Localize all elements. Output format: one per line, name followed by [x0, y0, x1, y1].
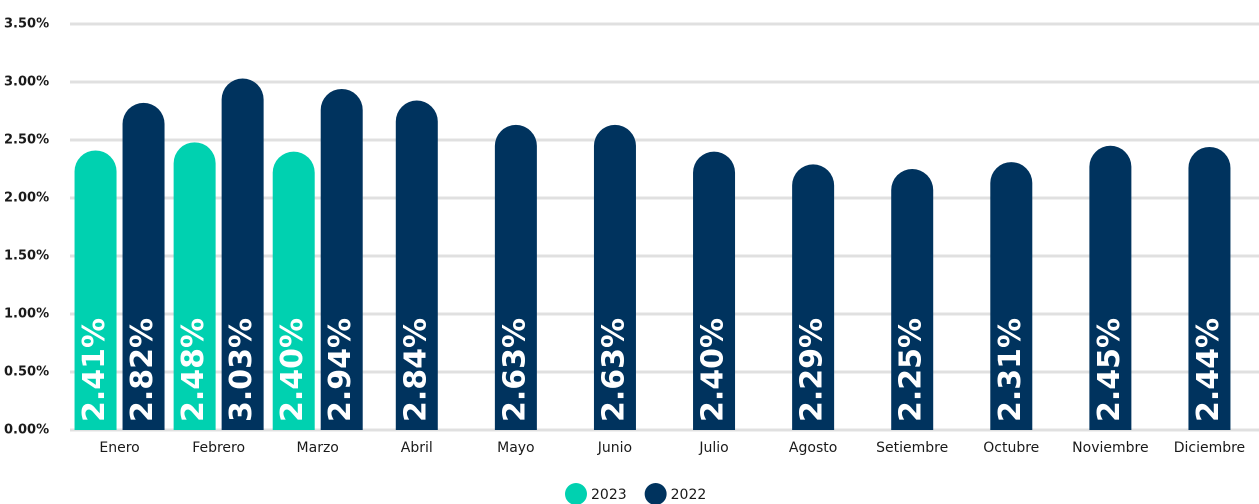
- value-label: 2.25%: [894, 318, 929, 422]
- bar: [593, 124, 636, 430]
- x-tick-label: Octubre: [983, 440, 1039, 456]
- y-tick-label: 0.50%: [4, 365, 49, 380]
- value-label: 2.29%: [795, 318, 830, 422]
- bar: [1089, 145, 1132, 431]
- x-tick-label: Diciembre: [1174, 440, 1245, 456]
- y-tick-label: 2.50%: [4, 133, 49, 148]
- value-label: 2.48%: [176, 318, 211, 422]
- bar: [320, 88, 363, 431]
- bar: [792, 164, 835, 431]
- x-tick-label: Mayo: [497, 440, 535, 456]
- bar: [221, 78, 264, 431]
- bar: [990, 162, 1033, 431]
- legend-swatch: [644, 483, 667, 504]
- bar: [891, 169, 934, 430]
- y-tick-label: 3.00%: [4, 75, 49, 90]
- y-tick-label: 1.00%: [4, 307, 49, 322]
- bar: [693, 151, 736, 430]
- value-label: 3.03%: [224, 318, 259, 422]
- bar: [1188, 146, 1231, 430]
- bar: [395, 100, 438, 430]
- legend-label: 2022: [671, 487, 707, 503]
- legend-label: 2023: [591, 487, 627, 503]
- value-label: 2.45%: [1092, 318, 1127, 422]
- value-label: 2.31%: [993, 318, 1028, 422]
- value-label: 2.82%: [125, 318, 160, 422]
- x-tick-label: Abril: [401, 440, 433, 456]
- x-tick-label: Junio: [597, 440, 632, 456]
- value-label: 2.63%: [596, 318, 631, 422]
- x-tick-label: Enero: [99, 440, 139, 456]
- x-tick-label: Julio: [698, 440, 728, 456]
- bar: [272, 151, 315, 430]
- bar: [494, 124, 537, 430]
- value-label: 2.94%: [323, 318, 358, 422]
- value-label: 2.84%: [398, 318, 433, 422]
- value-label: 2.63%: [497, 318, 532, 422]
- value-label: 2.40%: [696, 318, 731, 422]
- bar: [173, 142, 216, 430]
- value-label: 2.41%: [77, 318, 112, 422]
- x-tick-label: Setiembre: [876, 440, 948, 456]
- y-tick-label: 3.50%: [4, 17, 49, 32]
- legend-swatch: [565, 483, 587, 504]
- y-tick-label: 0.00%: [4, 423, 49, 438]
- y-tick-label: 1.50%: [4, 249, 49, 264]
- bar: [74, 150, 117, 430]
- x-tick-label: Marzo: [297, 440, 339, 456]
- x-tick-label: Agosto: [789, 440, 837, 456]
- x-tick-label: Febrero: [192, 440, 245, 456]
- value-label: 2.40%: [275, 318, 310, 422]
- value-label: 2.44%: [1191, 318, 1226, 422]
- y-tick-label: 2.00%: [4, 191, 49, 206]
- bar: [122, 102, 165, 430]
- x-tick-label: Noviembre: [1072, 440, 1148, 456]
